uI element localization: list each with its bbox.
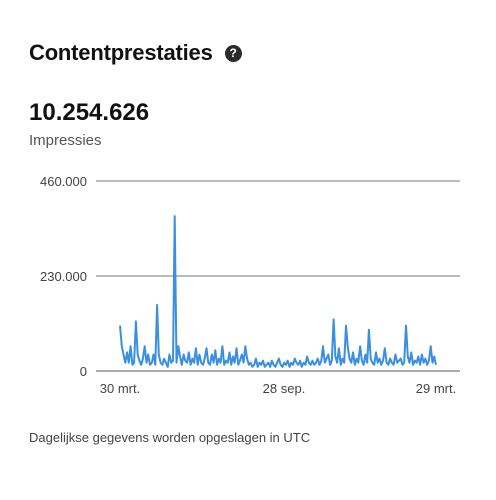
question-circle-icon[interactable]: ? bbox=[224, 44, 242, 62]
chart-y-tick-labels: 0 230.000 460.000 bbox=[40, 174, 87, 379]
impressions-value: 10.254.626 bbox=[29, 99, 150, 126]
x-tick-label: 28 sep. bbox=[263, 381, 306, 396]
x-tick-label: 30 mrt. bbox=[100, 381, 140, 396]
utc-footnote: Dagelijkse gegevens worden opgeslagen in… bbox=[29, 430, 311, 445]
page-title: Contentprestaties bbox=[29, 40, 213, 65]
y-tick-label: 230.000 bbox=[40, 269, 87, 284]
impressions-label: Impressies bbox=[29, 132, 102, 149]
header: Contentprestaties ? bbox=[29, 40, 242, 66]
series-line bbox=[119, 215, 437, 368]
y-tick-label: 0 bbox=[80, 364, 87, 379]
x-tick-label: 29 mrt. bbox=[416, 381, 456, 396]
y-tick-label: 460.000 bbox=[40, 174, 87, 189]
chart-series bbox=[119, 215, 437, 368]
chart-grid bbox=[96, 180, 460, 372]
impressions-chart: 0 230.000 460.000 30 mrt. 28 sep. 29 mrt. bbox=[40, 174, 460, 396]
chart-x-tick-labels: 30 mrt. 28 sep. 29 mrt. bbox=[100, 381, 456, 396]
